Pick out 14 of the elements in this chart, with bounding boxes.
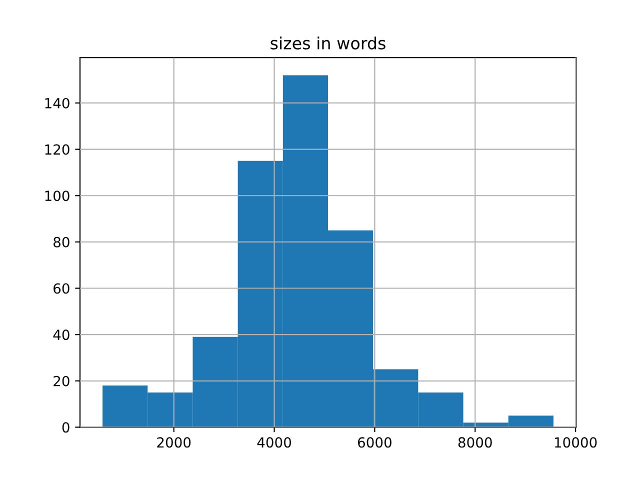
y-tick-label: 40	[53, 330, 70, 340]
y-tick-label: 80	[54, 236, 70, 248]
x-tick-label: 6000	[358, 437, 392, 448]
chart-title: sizes in words	[270, 36, 386, 50]
y-tick-label: 100	[45, 190, 70, 202]
x-tick-label: 4000	[257, 437, 292, 448]
y-tick-label: 20	[54, 376, 70, 386]
y-tick-label: 0	[62, 422, 70, 433]
y-tick-label: 120	[45, 144, 70, 155]
y-tick-label: 140	[45, 98, 70, 108]
x-tick-label: 8000	[458, 437, 492, 448]
x-tick-label: 10000	[554, 437, 597, 448]
y-tick-label: 60	[54, 283, 70, 294]
x-tick-label: 2000	[157, 437, 191, 448]
